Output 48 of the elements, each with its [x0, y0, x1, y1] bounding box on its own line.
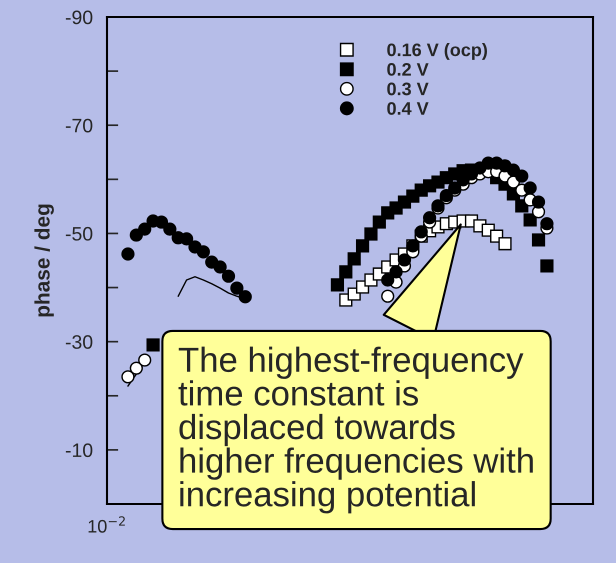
point — [540, 217, 554, 230]
point — [540, 259, 554, 273]
point — [356, 239, 370, 252]
point — [130, 362, 143, 375]
y-tick-label: -50 — [66, 226, 92, 241]
annotation: The highest-frequency time constant is displaced towards higher frequencies with increasing potential — [178, 346, 533, 514]
point — [431, 199, 445, 212]
point — [214, 260, 227, 274]
legend-label: 0.16 V (ocp) — [387, 42, 487, 60]
y-tick-label: -70 — [66, 118, 92, 132]
point — [330, 278, 344, 292]
point — [532, 233, 546, 247]
point — [230, 282, 244, 295]
y-tick-label: -90 — [66, 10, 92, 24]
point — [196, 245, 210, 258]
legend-label: 0.3 V — [387, 82, 429, 96]
y-axis-title: phase / deg — [34, 204, 54, 316]
point — [389, 265, 403, 278]
point — [348, 252, 361, 266]
point — [440, 188, 453, 202]
point — [524, 213, 537, 227]
point — [146, 338, 160, 352]
point — [121, 370, 135, 384]
point — [524, 181, 537, 195]
point — [163, 222, 176, 236]
point — [398, 253, 412, 267]
text: 10$^{−2}$ — [88, 516, 125, 533]
point — [154, 215, 168, 229]
point — [498, 237, 512, 250]
point — [423, 211, 436, 224]
point — [381, 290, 394, 303]
point — [515, 169, 528, 183]
legend-label: 0.4 V — [387, 102, 429, 115]
point — [222, 270, 236, 283]
point — [381, 273, 394, 287]
y-tick-label: -10 — [66, 443, 92, 458]
point — [238, 290, 252, 304]
point — [364, 227, 378, 241]
point — [138, 222, 152, 236]
point — [532, 195, 546, 209]
point — [448, 181, 462, 195]
point — [414, 225, 428, 238]
point — [339, 265, 352, 278]
y-tick-label: -30 — [66, 335, 92, 349]
point — [180, 232, 194, 246]
legend-label: 0.2 V — [387, 63, 429, 76]
point — [121, 247, 135, 261]
point — [138, 353, 152, 367]
